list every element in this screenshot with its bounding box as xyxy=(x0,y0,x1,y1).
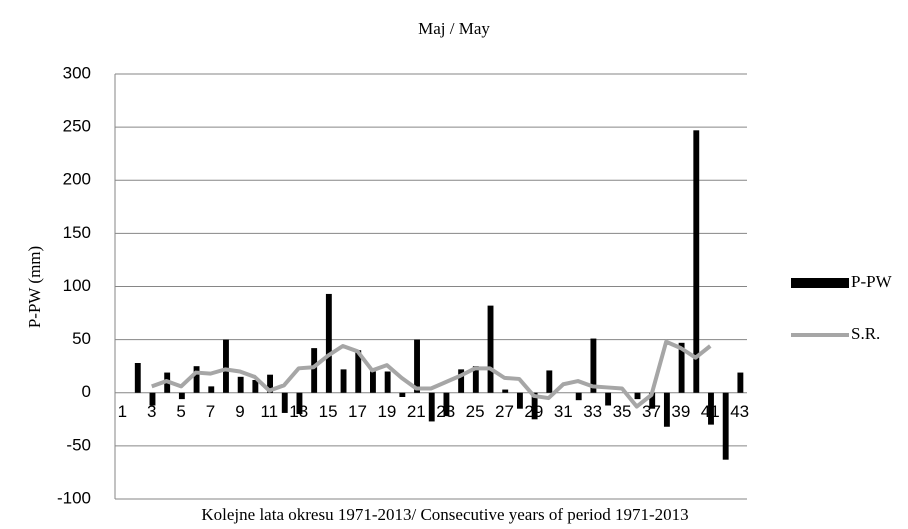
bar xyxy=(384,371,391,393)
bar xyxy=(678,342,685,393)
x-tick-label: 31 xyxy=(554,402,573,421)
x-tick-label: 27 xyxy=(495,402,514,421)
x-tick-label: 7 xyxy=(206,402,215,421)
bar xyxy=(370,371,376,393)
bar xyxy=(516,392,523,409)
bar xyxy=(649,392,656,409)
bar xyxy=(605,392,612,406)
bar xyxy=(502,389,509,393)
x-tick-label: 9 xyxy=(235,402,244,421)
bar xyxy=(252,380,259,393)
legend-label: S.R. xyxy=(851,324,880,343)
bar xyxy=(281,392,288,413)
bar xyxy=(472,366,479,393)
bar xyxy=(355,350,362,393)
x-tick-label: 19 xyxy=(377,402,396,421)
legend-swatch xyxy=(791,278,849,288)
x-tick-label: 39 xyxy=(671,402,690,421)
bar xyxy=(325,293,332,393)
y-tick-label: 300 xyxy=(63,63,91,82)
x-tick-label: 17 xyxy=(348,402,367,421)
x-tick-label: 37 xyxy=(642,402,661,421)
x-tick-label: 15 xyxy=(319,402,338,421)
y-tick-label: 0 xyxy=(82,382,91,401)
bar xyxy=(487,305,494,393)
x-tick-label: 3 xyxy=(147,402,156,421)
bar xyxy=(340,369,347,393)
bar xyxy=(311,348,318,393)
bar xyxy=(634,392,641,400)
bar xyxy=(134,363,141,393)
y-tick-label: -50 xyxy=(66,435,91,454)
bar xyxy=(149,392,156,406)
bar xyxy=(414,339,420,393)
bar xyxy=(590,338,597,393)
x-tick-label: 21 xyxy=(407,402,426,421)
x-tick-label: 33 xyxy=(583,402,602,421)
bar xyxy=(208,386,215,393)
bar xyxy=(443,392,450,417)
line xyxy=(151,339,712,409)
y-axis-label: P-PW (mm) xyxy=(25,246,44,328)
chart-title: Maj / May xyxy=(418,19,490,38)
bar xyxy=(708,392,714,425)
bar xyxy=(399,392,406,397)
x-tick-label: 43 xyxy=(730,402,749,421)
bar xyxy=(458,369,465,393)
bar xyxy=(737,372,744,393)
x-tick-label: 25 xyxy=(466,402,485,421)
x-tick-label: 11 xyxy=(260,402,278,421)
y-tick-label: 250 xyxy=(63,117,91,136)
bar xyxy=(267,374,273,393)
bar xyxy=(178,392,185,400)
bar xyxy=(722,392,729,460)
bar xyxy=(296,392,303,414)
y-tick-label: 150 xyxy=(63,223,91,242)
bar xyxy=(546,370,553,393)
x-tick-label: 5 xyxy=(176,402,185,421)
bar xyxy=(237,376,244,393)
y-tick-label: -100 xyxy=(57,488,91,507)
y-tick-label: 100 xyxy=(63,276,91,295)
x-tick-label: 35 xyxy=(613,402,632,421)
bar xyxy=(693,130,700,393)
bar xyxy=(531,392,538,420)
y-tick-label: 200 xyxy=(63,170,91,189)
bar xyxy=(428,392,435,422)
x-axis-label: Kolejne lata okresu 1971-2013/ Consecuti… xyxy=(201,505,688,524)
bar xyxy=(575,392,582,401)
bar xyxy=(223,339,229,393)
bar xyxy=(193,366,200,393)
y-tick-label: 50 xyxy=(72,329,91,348)
legend-label: P-PW xyxy=(851,272,893,291)
x-tick-label: 1 xyxy=(118,402,127,421)
bar xyxy=(663,392,670,427)
